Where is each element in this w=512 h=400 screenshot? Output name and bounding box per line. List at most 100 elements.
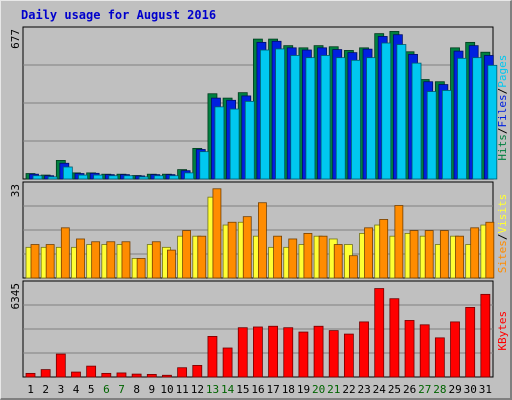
bar-pages [32,175,43,180]
x-tick-label: 6 [103,383,110,396]
bar-sites [121,241,131,279]
series-labels-kbytes: KBytes [496,311,509,351]
bar-pages [169,175,179,180]
bar-pages [457,57,467,180]
bar-sites [318,235,328,279]
bar-kbytes [71,371,81,378]
bar-kbytes [298,331,309,378]
x-tick-label: 17 [267,383,280,396]
bar-sites [379,219,389,279]
bar-kbytes [359,321,369,378]
bar-pages [290,55,301,180]
label-separator: / [496,127,509,134]
bar-sites [258,202,267,279]
series-label-pages: Pages [496,55,509,88]
x-tick-label: 16 [251,383,264,396]
x-tick-label: 18 [282,383,295,396]
bar-sites [333,244,343,279]
series-label-kbytes: KBytes [496,311,509,351]
x-tick-label: 9 [149,383,156,396]
bar-kbytes [146,373,157,378]
bar-sites [439,230,449,279]
bar-sites [151,241,161,279]
x-tick-label: 13 [206,383,219,396]
bar-kbytes [253,326,263,378]
bar-sites [167,249,176,279]
bar-kbytes [40,369,51,378]
bar-kbytes [328,330,339,378]
x-tick-label: 23 [358,383,371,396]
bar-kbytes [434,337,445,378]
bar-sites [348,255,358,279]
bar-sites [136,258,146,279]
x-tick-label: 31 [479,383,492,396]
bar-sites [485,221,495,279]
bar-kbytes [465,307,476,378]
bar-pages [305,57,316,180]
bar-sites [424,230,434,279]
bar-pages [396,44,407,180]
bar-sites [455,235,464,279]
x-tick-label: 19 [297,383,310,396]
chart-title: Daily usage for August 2016 [21,8,216,22]
x-tick-label: 5 [88,383,95,396]
bar-sites [30,244,40,279]
bar-pages [260,49,270,180]
bar-kbytes [389,298,400,378]
bar-pages [184,172,195,180]
x-tick-label: 12 [191,383,204,396]
x-tick-label: 30 [464,383,477,396]
bar-pages [123,175,134,180]
bar-kbytes [86,365,97,378]
bar-kbytes [116,372,127,378]
bar-sites [242,216,252,279]
bar-pages [153,175,164,180]
bar-pages [426,91,437,180]
bar-sites [197,235,207,279]
bar-pages [108,175,119,180]
bar-sites [364,227,373,279]
bar-sites [394,205,404,279]
bar-sites [91,241,101,279]
y-max-label: 677 [9,29,22,49]
x-tick-label: 1 [27,383,34,396]
bar-pages [275,48,285,180]
x-tick-label: 26 [403,383,416,396]
bar-pages [441,90,452,180]
bar-pages [93,174,104,180]
bar-pages [472,57,483,180]
x-tick-label: 10 [160,383,173,396]
series-labels-hits-files-pages: Hits/Files/Pages [496,55,509,161]
bar-sites [45,244,55,279]
x-tick-label: 22 [342,383,355,396]
label-separator: / [496,233,509,240]
bar-sites [273,235,282,279]
y-max-label: 33 [9,184,22,197]
bar-sites [106,241,116,279]
bar-pages [138,176,149,180]
bar-kbytes [162,374,172,378]
bar-sites [227,221,237,279]
bar-sites [60,227,70,279]
bar-pages [78,174,88,180]
bar-pages [381,42,392,180]
bar-sites [409,230,419,279]
series-label-files: Files [496,94,509,127]
y-max-label: 6345 [9,283,22,310]
bar-pages [350,59,361,180]
x-tick-label: 14 [221,383,235,396]
bar-sites [212,188,222,279]
x-tick-label: 7 [118,383,125,396]
x-tick-label: 3 [58,383,65,396]
bar-kbytes [313,325,324,378]
bar-pages [411,62,422,180]
x-tick-label: 25 [388,383,401,396]
x-tick-label: 20 [312,383,325,396]
bar-pages [47,176,58,180]
bar-kbytes [207,336,218,378]
bar-pages [487,64,498,180]
x-tick-label: 21 [327,383,340,396]
bar-kbytes [343,333,354,378]
x-tick-label: 24 [373,383,387,396]
